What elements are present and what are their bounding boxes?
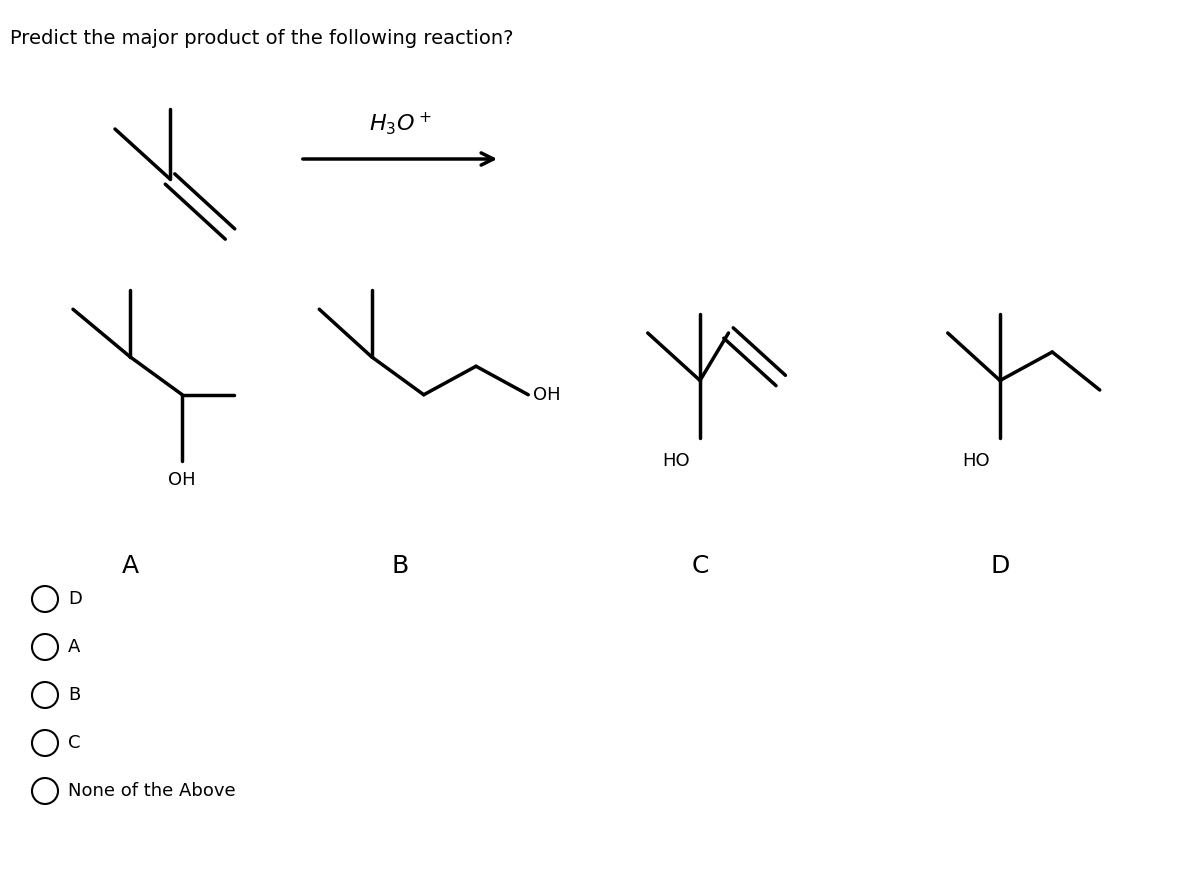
Text: $H_3O^+$: $H_3O^+$ [368,110,431,137]
Text: B: B [391,554,409,578]
Text: A: A [121,554,138,578]
Text: HO: HO [962,452,990,469]
Text: C: C [68,734,80,752]
Text: D: D [990,554,1009,578]
Text: Predict the major product of the following reaction?: Predict the major product of the followi… [10,29,514,48]
Text: C: C [691,554,709,578]
Text: OH: OH [168,471,196,489]
Text: None of the Above: None of the Above [68,782,235,800]
Text: OH: OH [533,386,560,404]
Text: A: A [68,638,80,656]
Text: D: D [68,590,82,608]
Text: HO: HO [662,452,690,469]
Text: B: B [68,686,80,704]
